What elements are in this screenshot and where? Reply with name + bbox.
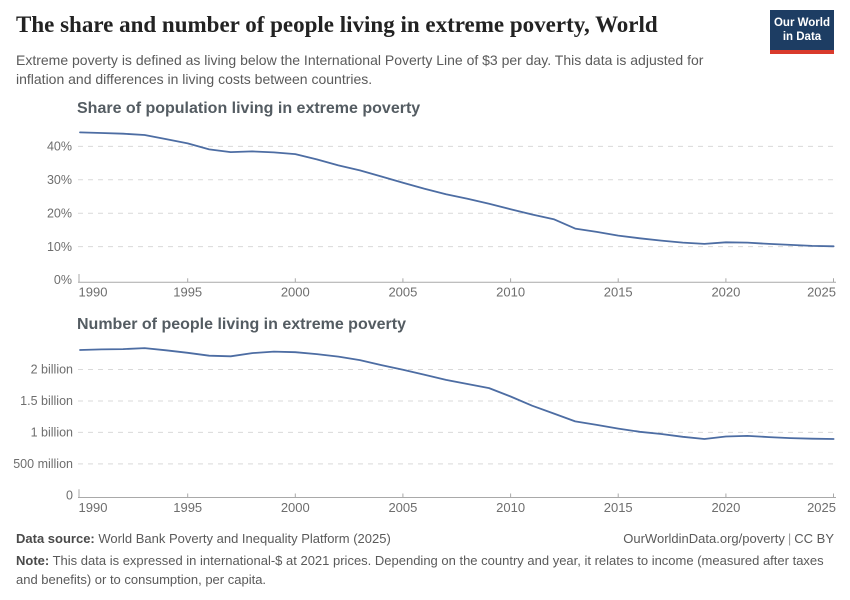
- y-tick-label: 30%: [47, 173, 72, 187]
- y-tick-label: 20%: [47, 206, 72, 220]
- number-line-world: [79, 347, 835, 440]
- footer-note: Note: This data is expressed in internat…: [16, 553, 824, 587]
- license-link[interactable]: CC BY: [794, 531, 834, 546]
- number-chart: 2 billion 1.5 billion 1 billion 500 mill…: [13, 347, 836, 515]
- y-tick-label: 40%: [47, 140, 72, 154]
- y-tick-label: 500 million: [13, 457, 73, 471]
- x-tick-label: 2015: [604, 500, 633, 515]
- x-tick-label: 2005: [388, 500, 417, 515]
- chart-subtitle: Extreme poverty is defined as living bel…: [16, 52, 704, 87]
- footer-source-row: Data source: World Bank Poverty and Ineq…: [16, 531, 834, 546]
- share-chart: 40% 30% 20% 10% 0% 1990 1995 2000 2005 2…: [47, 131, 836, 300]
- y-tick-label: 2 billion: [31, 363, 73, 377]
- x-tick-label: 2000: [281, 285, 310, 300]
- y-tick-label: 0%: [54, 273, 72, 287]
- x-tick-label: 1990: [79, 500, 108, 515]
- x-tick-label: 2010: [496, 500, 525, 515]
- x-tick-label: 2015: [604, 285, 633, 300]
- data-source: Data source: World Bank Poverty and Ineq…: [16, 531, 391, 546]
- x-tick-label: 2010: [496, 285, 525, 300]
- share-line-world: [79, 131, 835, 248]
- x-tick-label: 2020: [711, 500, 740, 515]
- y-tick-label: 10%: [47, 240, 72, 254]
- footer-separator: |: [787, 531, 792, 546]
- y-tick-label: 0: [66, 489, 73, 503]
- x-tick-label: 2005: [388, 285, 417, 300]
- footer-links: OurWorldinData.org/poverty | CC BY: [623, 531, 834, 546]
- chart-title-share: Share of population living in extreme po…: [77, 100, 421, 117]
- y-tick-label: 1 billion: [31, 426, 73, 440]
- x-tick-label: 1990: [79, 285, 108, 300]
- page-title: The share and number of people living in…: [16, 12, 658, 37]
- x-tick-label: 1995: [173, 500, 202, 515]
- x-tick-label: 2020: [711, 285, 740, 300]
- x-tick-label: 1995: [173, 285, 202, 300]
- x-tick-label: 2000: [281, 500, 310, 515]
- logo-line-2: in Data: [782, 30, 822, 43]
- logo-line-1: Our World: [773, 17, 830, 29]
- owid-url-link[interactable]: OurWorldinData.org/poverty: [623, 531, 785, 546]
- owid-logo[interactable]: Our World in Data: [770, 10, 834, 54]
- chart-title-number: Number of people living in extreme pover…: [77, 316, 406, 333]
- x-tick-label: 2025: [807, 285, 836, 300]
- y-tick-label: 1.5 billion: [20, 394, 73, 408]
- x-tick-label: 2025: [807, 500, 836, 515]
